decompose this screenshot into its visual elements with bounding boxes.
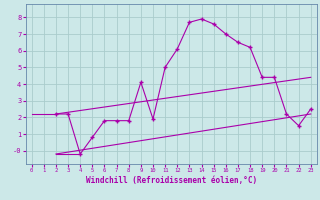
X-axis label: Windchill (Refroidissement éolien,°C): Windchill (Refroidissement éolien,°C) xyxy=(86,176,257,185)
